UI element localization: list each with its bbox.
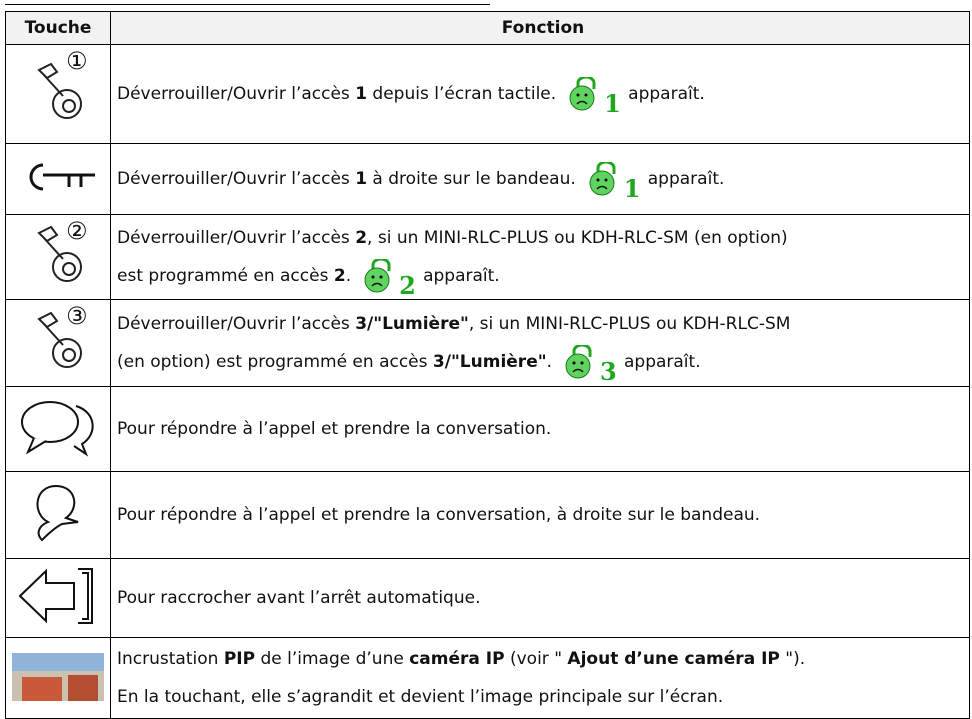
text: , si un MINI-RLC-PLUS ou KDH-RLC-SM (en … bbox=[367, 228, 788, 248]
text: 2 bbox=[333, 266, 346, 286]
icon-cell: ① bbox=[5, 44, 111, 144]
text: Déverrouiller/Ouvrir l’accès bbox=[117, 84, 356, 104]
key-number: ① bbox=[66, 47, 88, 75]
rule bbox=[5, 4, 490, 5]
icon-cell bbox=[5, 558, 111, 638]
key-number: ② bbox=[66, 217, 88, 245]
line: est programmé en accès 2. 2 apparaît. bbox=[117, 257, 969, 300]
text: Pour répondre à l’appel et prendre la co… bbox=[117, 505, 761, 525]
text: Pour répondre à l’appel et prendre la co… bbox=[117, 419, 552, 439]
text: Ajout d’une caméra IP bbox=[567, 649, 780, 669]
function-cell: Déverrouiller/Ouvrir l’accès 1 à droite … bbox=[110, 143, 970, 215]
line: Déverrouiller/Ouvrir l’accès 2, si un MI… bbox=[117, 219, 969, 257]
text: apparaît. bbox=[623, 352, 701, 372]
text: 2 bbox=[355, 228, 368, 248]
text: à droite sur le bandeau. bbox=[367, 169, 576, 189]
function-cell: Déverrouiller/Ouvrir l’accès 2, si un MI… bbox=[110, 214, 970, 300]
lock-number: 2 bbox=[399, 271, 416, 300]
text: PIP bbox=[223, 649, 256, 669]
text: 1 bbox=[355, 84, 368, 104]
line: Pour répondre à l’appel et prendre la co… bbox=[117, 496, 969, 534]
row: ① Déverrouiller/Ouvrir l’accès 1 depuis l… bbox=[5, 44, 970, 144]
text: caméra IP bbox=[409, 649, 505, 669]
text: depuis l’écran tactile. bbox=[367, 84, 557, 104]
icon-cell bbox=[5, 386, 111, 472]
text: 1 bbox=[355, 169, 368, 189]
text: Déverrouiller/Ouvrir l’accès bbox=[117, 228, 356, 248]
line: En la touchant, elle s’agrandit et devie… bbox=[117, 678, 969, 716]
text: Incrustation bbox=[117, 649, 224, 669]
text: apparaît. bbox=[647, 169, 725, 189]
lock-number: 3 bbox=[599, 357, 617, 386]
function-cell: Pour répondre à l’appel et prendre la co… bbox=[110, 471, 970, 559]
icon-cell bbox=[5, 637, 111, 719]
row: ③ Déverrouiller/Ouvrir l’accès 3/"Lumière… bbox=[5, 299, 970, 387]
line: Pour répondre à l’appel et prendre la co… bbox=[117, 410, 969, 448]
text: apparaît. bbox=[628, 84, 705, 104]
text: , si un MINI-RLC-PLUS ou KDH-RLC-SM bbox=[468, 314, 791, 334]
function-cell: Déverrouiller/Ouvrir l’accès 1 depuis l’… bbox=[110, 44, 970, 144]
text: Pour raccrocher avant l’arrêt automatiqu… bbox=[117, 588, 481, 608]
line: Déverrouiller/Ouvrir l’accès 1 depuis l’… bbox=[117, 75, 969, 118]
row: Pour répondre à l’appel et prendre la co… bbox=[5, 386, 970, 472]
header-cell: Fonction bbox=[110, 11, 970, 45]
row: Incrustation PIP de l’image d’une caméra… bbox=[5, 637, 970, 719]
text: 3/"Lumière" bbox=[432, 352, 547, 372]
row: Déverrouiller/Ouvrir l’accès 1 à droite … bbox=[5, 143, 970, 215]
text: (en option) est programmé en accès bbox=[117, 352, 433, 372]
text: Déverrouiller/Ouvrir l’accès bbox=[117, 314, 356, 334]
icon-cell: ② bbox=[5, 214, 111, 300]
lock-number: 1 bbox=[623, 174, 641, 203]
text: . bbox=[345, 266, 352, 286]
row: ② Déverrouiller/Ouvrir l’accès 2, si un M… bbox=[5, 214, 970, 300]
line: Déverrouiller/Ouvrir l’accès 1 à droite … bbox=[117, 160, 969, 203]
function-cell: Incrustation PIP de l’image d’une caméra… bbox=[110, 637, 970, 719]
lock-icon: 3 bbox=[562, 345, 620, 386]
text: de l’image d’une bbox=[255, 649, 410, 669]
function-cell: Pour répondre à l’appel et prendre la co… bbox=[110, 386, 970, 472]
lock-icon: 1 bbox=[566, 77, 624, 118]
line: Déverrouiller/Ouvrir l’accès 3/"Lumière"… bbox=[117, 305, 969, 343]
table: Touche Fonction ① Déverrouiller/Ouvrir l’a… bbox=[5, 11, 970, 719]
text: (voir " bbox=[504, 649, 568, 669]
icon-cell bbox=[5, 143, 111, 215]
row: Pour répondre à l’appel et prendre la co… bbox=[5, 471, 970, 559]
function-cell: Pour raccrocher avant l’arrêt automatiqu… bbox=[110, 558, 970, 638]
line: Incrustation PIP de l’image d’une caméra… bbox=[117, 640, 969, 678]
function-cell: Déverrouiller/Ouvrir l’accès 3/"Lumière"… bbox=[110, 299, 970, 387]
header-cell: Touche bbox=[5, 11, 111, 45]
line: Pour raccrocher avant l’arrêt automatiqu… bbox=[117, 579, 969, 617]
text: Déverrouiller/Ouvrir l’accès bbox=[117, 169, 356, 189]
line: (en option) est programmé en accès 3/"Lu… bbox=[117, 343, 969, 386]
lock-icon: 2 bbox=[361, 259, 419, 300]
icon-cell bbox=[5, 471, 111, 559]
text: En la touchant, elle s’agrandit et devie… bbox=[117, 687, 724, 707]
lock-number: 1 bbox=[604, 89, 621, 118]
lock-icon: 1 bbox=[586, 162, 644, 203]
text: est programmé en accès bbox=[117, 266, 334, 286]
key-number: ③ bbox=[66, 302, 88, 330]
row: Pour raccrocher avant l’arrêt automatiqu… bbox=[5, 558, 970, 638]
text: "). bbox=[779, 649, 806, 669]
text: apparaît. bbox=[423, 266, 500, 286]
text: 3/"Lumière" bbox=[355, 314, 469, 334]
text: . bbox=[546, 352, 552, 372]
icon-cell: ③ bbox=[5, 299, 111, 387]
